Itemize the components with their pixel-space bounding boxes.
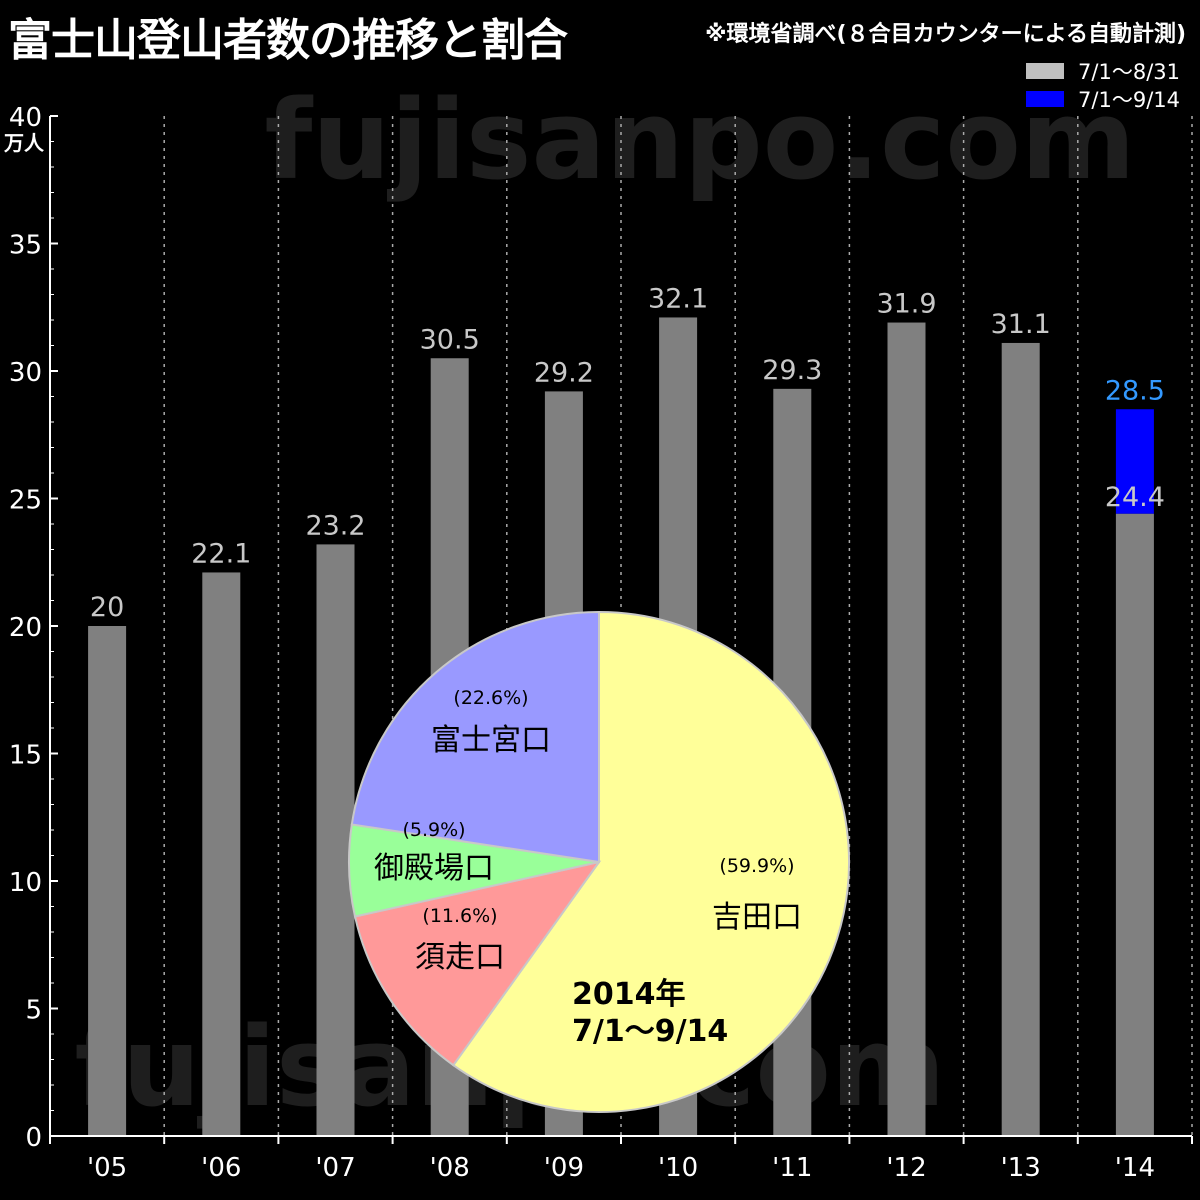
x-tick-label: '13: [1001, 1153, 1041, 1183]
y-tick-label: 20: [9, 613, 42, 643]
bar-value-label: 31.9: [876, 289, 936, 320]
pie-slice-label: 須走口: [415, 940, 505, 975]
bar-value-label: 31.1: [991, 309, 1051, 340]
x-tick-label: '07: [315, 1153, 355, 1183]
pie-slice: [350, 610, 600, 864]
bar-value-label: 22.1: [191, 538, 251, 569]
x-tick-label: '12: [886, 1153, 926, 1183]
pie-slice-label: 吉田口: [712, 900, 802, 935]
pie-slice: [353, 860, 602, 1067]
source-note: ※環境省調べ(８合目カウンターによる自動計測): [705, 22, 1186, 47]
y-tick-label: 40: [9, 103, 42, 133]
bar-value-label: 29.2: [534, 357, 594, 388]
legend-item-aug: 7/1～8/31: [1026, 60, 1180, 84]
x-tick-label: '09: [544, 1153, 584, 1183]
y-tick-label: 25: [9, 486, 42, 516]
bar-total-label: 28.5: [1105, 375, 1165, 406]
legend-label-aug: 7/1～8/31: [1078, 60, 1180, 84]
y-tick-label: 15: [9, 741, 42, 771]
pie-title-line2: 7/1～9/14: [572, 1014, 728, 1049]
page-title: 富士山登山者数の推移と割合: [8, 15, 568, 66]
x-tick-label: '10: [658, 1153, 698, 1183]
y-tick-label: 0: [25, 1123, 42, 1153]
legend-item-sep: 7/1～9/14: [1026, 88, 1180, 112]
bar-value-label: 24.4: [1105, 482, 1165, 513]
legend-swatch-aug: [1026, 63, 1065, 79]
x-tick-label: '08: [430, 1153, 470, 1183]
bar: [1001, 342, 1040, 1136]
y-tick-label: 10: [9, 868, 42, 898]
bar: [316, 544, 355, 1136]
bar: [887, 322, 926, 1136]
y-tick-label: 5: [25, 996, 42, 1026]
pie-pct-label: (5.9%): [402, 819, 465, 841]
pie-pct-label: (22.6%): [453, 687, 528, 709]
pie-slice-label: 富士宮口: [431, 723, 551, 758]
x-tick-label: '05: [87, 1153, 127, 1183]
bar-segment-extra: [1115, 409, 1154, 514]
x-tick-label: '11: [772, 1153, 812, 1183]
bar: [202, 572, 241, 1136]
bar: [1115, 513, 1154, 1136]
bar-value-label: 32.1: [648, 283, 708, 314]
y-tick-label: 35: [9, 231, 42, 261]
y-tick-label: 30: [9, 358, 42, 388]
pie-slice-label: 御殿場口: [374, 851, 494, 886]
y-unit-label: 万人: [3, 131, 45, 155]
pie-title-line1: 2014年: [572, 977, 686, 1012]
bar-value-label: 29.3: [762, 355, 822, 386]
pie-pct-label: (11.6%): [422, 905, 497, 927]
bar-value-label: 30.5: [420, 324, 480, 355]
pie-pct-label: (59.9%): [719, 855, 794, 877]
bar-value-label: 23.2: [305, 510, 365, 541]
pie-chart: (59.9%) 吉田口 (11.6%) 須走口 (5.9%) 御殿場口 (22.6%) 富士宮…: [348, 610, 851, 1113]
x-tick-label: '06: [201, 1153, 241, 1183]
bar-labels: 20 '05 22.1 '06 23.2 '07 30.5 '08 29.2 '09 32.1 '10…: [87, 283, 1165, 1183]
legend-swatch-sep: [1026, 91, 1065, 107]
legend-label-sep: 7/1～9/14: [1078, 88, 1180, 112]
bar: [88, 626, 127, 1136]
watermark-top: fujisanpo.com: [264, 76, 1135, 204]
bar-value-label: 20: [90, 592, 124, 623]
pie-slice: [451, 610, 851, 1113]
x-tick-label: '14: [1115, 1153, 1155, 1183]
